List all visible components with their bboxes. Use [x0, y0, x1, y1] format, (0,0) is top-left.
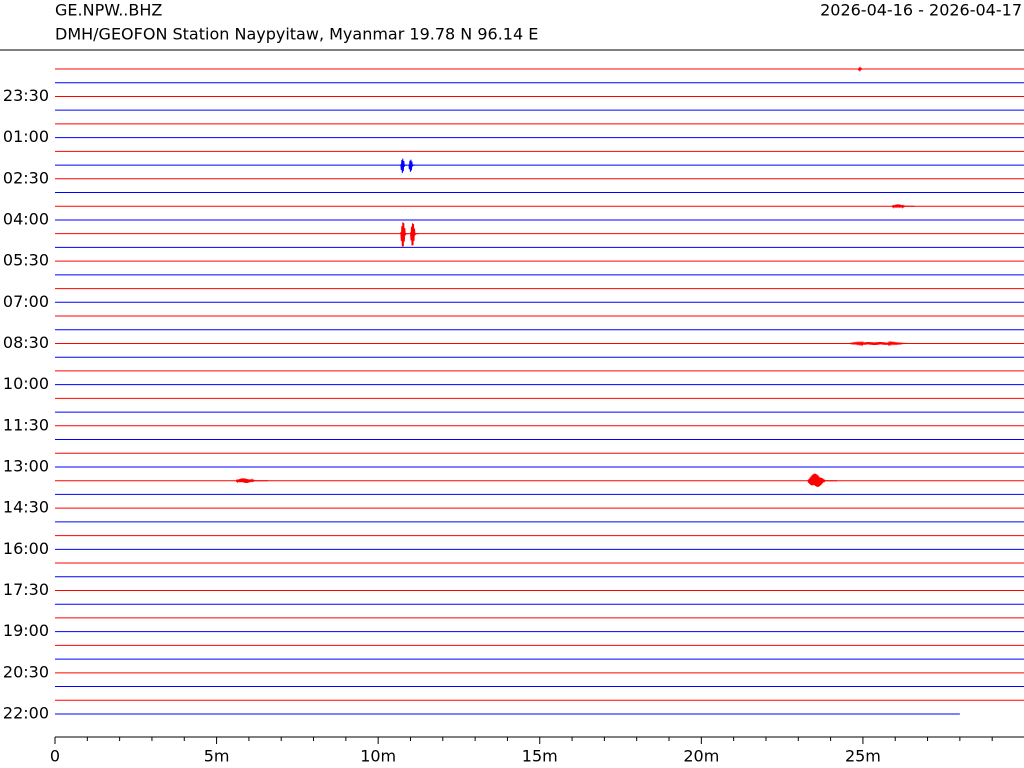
row-label: 05:30	[3, 251, 49, 270]
event	[849, 340, 947, 347]
chart-title: GE.NPW..BHZ	[55, 1, 162, 20]
row-label: 11:30	[3, 415, 49, 434]
event	[410, 223, 419, 246]
row-label: 07:00	[3, 292, 49, 311]
row-label: 20:30	[3, 662, 49, 681]
row-label: 02:30	[3, 168, 49, 187]
x-tick-label: 5m	[204, 747, 230, 766]
event	[857, 66, 865, 73]
row-label: 08:30	[3, 333, 49, 352]
event	[400, 158, 407, 174]
row-label: 01:00	[3, 127, 49, 146]
row-label: 10:00	[3, 374, 49, 393]
row-label: 04:00	[3, 209, 49, 228]
event	[235, 478, 268, 484]
date-range: 2026-04-16 - 2026-04-17	[820, 1, 1022, 20]
row-label: 13:00	[3, 456, 49, 475]
row-label: 22:00	[3, 704, 49, 723]
row-label: 23:30	[3, 86, 49, 105]
event	[807, 473, 837, 487]
x-tick-label: 20m	[683, 747, 719, 766]
event	[408, 159, 415, 172]
x-tick-label: 15m	[522, 747, 558, 766]
row-label: 14:30	[3, 498, 49, 517]
event	[400, 222, 409, 247]
row-label: 19:00	[3, 621, 49, 640]
chart-subtitle: DMH/GEOFON Station Naypyitaw, Myanmar 19…	[55, 25, 538, 44]
event	[891, 204, 915, 209]
x-tick-label: 0	[50, 747, 60, 766]
x-tick-label: 10m	[360, 747, 396, 766]
row-label: 16:00	[3, 539, 49, 558]
row-label: 17:30	[3, 580, 49, 599]
x-tick-label: 25m	[845, 747, 881, 766]
